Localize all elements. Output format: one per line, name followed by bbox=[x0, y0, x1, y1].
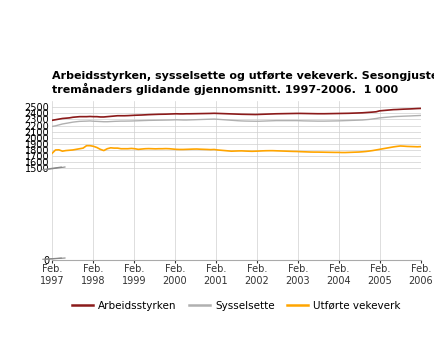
Text: Arbeidsstyrken, sysselsette og utførte vekeverk. Sesongjusterte tal,
tremånaders: Arbeidsstyrken, sysselsette og utførte v… bbox=[52, 71, 434, 95]
Legend: Arbeidsstyrken, Sysselsette, Utførte vekeverk: Arbeidsstyrken, Sysselsette, Utførte vek… bbox=[68, 297, 405, 315]
